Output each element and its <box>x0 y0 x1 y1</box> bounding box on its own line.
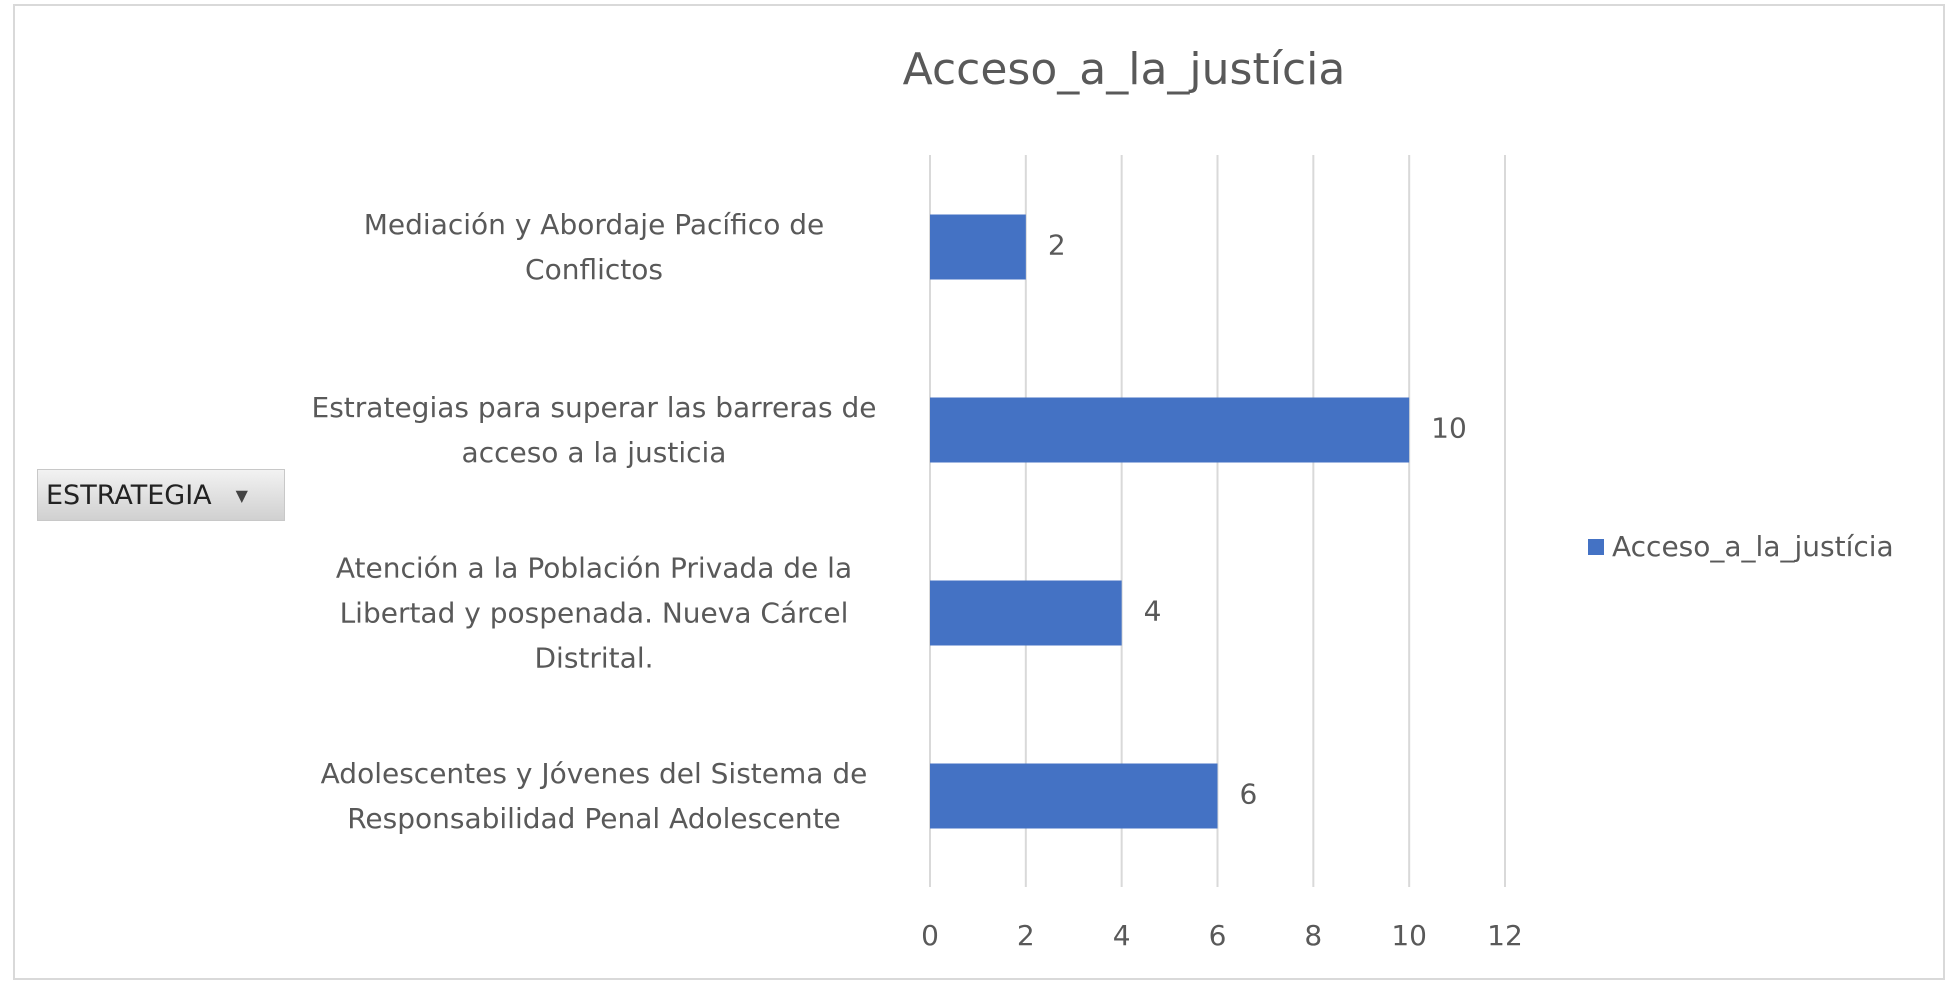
bar <box>930 214 1026 280</box>
x-tick-label: 4 <box>1113 919 1131 952</box>
bar <box>930 763 1218 829</box>
legend-swatch <box>1588 539 1604 555</box>
category-label: Atención a la Población Privada de la Li… <box>335 551 853 674</box>
data-label: 2 <box>1048 229 1066 262</box>
x-tick-label: 12 <box>1487 919 1523 952</box>
data-label: 10 <box>1431 412 1467 445</box>
x-tick-label: 0 <box>921 919 939 952</box>
chart-title: Acceso_a_la_justícia <box>903 44 1346 95</box>
data-label: 4 <box>1144 595 1162 628</box>
bar <box>930 397 1410 463</box>
x-tick-label: 6 <box>1209 919 1227 952</box>
filter-button[interactable]: ESTRATEGIA ▼ <box>37 469 285 521</box>
category-label: Estrategias para superar las barreras de… <box>311 390 877 469</box>
legend-label: Acceso_a_la_justícia <box>1612 530 1894 563</box>
x-tick-label: 10 <box>1391 919 1427 952</box>
x-tick-label: 8 <box>1304 919 1322 952</box>
x-tick-label: 2 <box>1017 919 1035 952</box>
bar <box>930 580 1122 646</box>
chart-border <box>13 4 1945 980</box>
category-label: Adolescentes y Jóvenes del Sistema de Re… <box>320 756 868 835</box>
filter-label: ESTRATEGIA <box>46 479 212 511</box>
category-label: Mediación y Abordaje Pacífico de Conflic… <box>363 207 825 286</box>
data-label: 6 <box>1240 778 1258 811</box>
dropdown-arrow: ▼ <box>235 485 248 505</box>
